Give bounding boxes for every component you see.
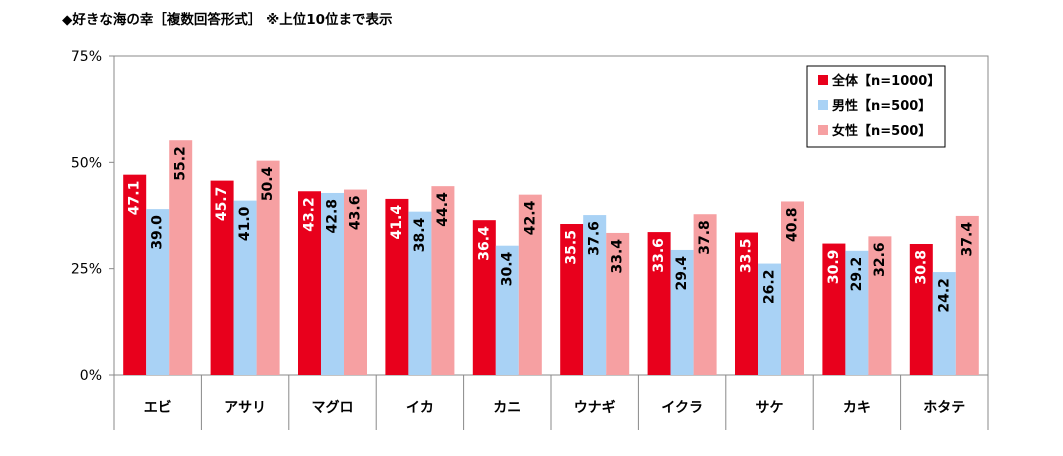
bar	[256, 160, 280, 375]
bar	[169, 140, 193, 375]
bar	[298, 191, 321, 375]
data-label: 33.5	[739, 239, 755, 274]
bar	[758, 263, 781, 375]
bar	[518, 194, 542, 375]
y-axis: 0% 25% 50% 75%	[71, 49, 114, 384]
legend-label: 男性【n=500】	[832, 98, 931, 114]
bar	[932, 272, 956, 375]
data-label: 36.4	[476, 226, 492, 261]
bar	[735, 232, 758, 375]
data-label: 47.1	[127, 181, 143, 216]
data-label: 42.4	[522, 200, 538, 235]
category-label: アサリ	[224, 400, 266, 416]
bar	[693, 214, 717, 375]
legend-label: 女性【n=500】	[832, 123, 931, 139]
data-label: 32.6	[872, 242, 888, 277]
data-label: 41.4	[389, 205, 405, 240]
data-label: 29.2	[849, 257, 865, 292]
y-tick-label: 0%	[80, 368, 102, 384]
bar	[210, 180, 234, 375]
chart-title: ◆好きな海の幸［複数回答形式］ ※上位10位まで表示	[62, 12, 393, 28]
data-label: 38.4	[412, 217, 428, 252]
data-label: 33.6	[651, 238, 667, 273]
bar	[845, 250, 869, 375]
data-label: 30.9	[826, 250, 842, 285]
data-label: 43.2	[302, 197, 318, 232]
bar	[233, 200, 257, 375]
data-label: 44.4	[435, 192, 451, 227]
bars	[123, 140, 979, 375]
category-label: ウナギ	[574, 399, 616, 416]
data-label: 30.8	[913, 250, 929, 285]
category-label: イクラ	[661, 400, 703, 416]
y-tick-label: 25%	[71, 262, 102, 278]
legend-swatch	[818, 125, 828, 135]
data-label: 37.4	[959, 222, 975, 257]
bar	[408, 211, 432, 375]
bar	[670, 249, 694, 375]
legend: 全体【n=1000】男性【n=500】女性【n=500】	[806, 65, 946, 148]
data-labels: 47.1 39.0 55.2 45.7 41.0 50.4 43.2 42.8 43.6 41.4…	[127, 146, 976, 312]
bar	[123, 174, 147, 375]
legend-label: 全体【n=1000】	[831, 73, 940, 89]
category-label: カキ	[843, 400, 871, 416]
bar	[781, 201, 804, 375]
x-axis: エビ アサリ マグロ イカ カニ ウナギ イクラ サケ カキ ホタテ	[113, 375, 989, 430]
data-label: 33.4	[610, 239, 626, 274]
category-label: イカ	[406, 400, 434, 416]
bar	[647, 232, 671, 375]
data-label: 24.2	[936, 278, 952, 313]
data-label: 30.4	[499, 251, 515, 286]
bar	[560, 224, 584, 375]
bar	[431, 186, 455, 375]
bar	[495, 245, 519, 375]
bar	[146, 209, 170, 375]
data-label: 26.2	[762, 270, 778, 305]
category-label: マグロ	[312, 399, 354, 416]
bar	[472, 220, 496, 375]
bar	[606, 232, 630, 375]
bar	[321, 192, 344, 375]
bar	[344, 189, 367, 375]
y-tick-label: 50%	[71, 155, 102, 171]
data-label: 55.2	[173, 146, 189, 181]
bar	[822, 243, 846, 375]
data-label: 35.5	[564, 230, 580, 265]
category-label: カニ	[493, 400, 521, 416]
legend-swatch	[818, 100, 828, 110]
category-label: サケ	[756, 400, 784, 416]
bar	[909, 243, 933, 375]
category-label: エビ	[144, 400, 172, 416]
data-label: 42.8	[325, 199, 341, 234]
data-label: 37.6	[587, 221, 603, 256]
data-label: 29.4	[674, 256, 690, 291]
legend-box	[806, 65, 946, 148]
legend-swatch	[818, 75, 828, 85]
bar	[583, 215, 607, 375]
category-label: ホタテ	[923, 400, 965, 416]
y-tick-label: 75%	[71, 49, 102, 65]
bar	[385, 198, 409, 375]
data-label: 41.0	[237, 206, 253, 241]
data-label: 37.8	[697, 220, 713, 255]
data-label: 50.4	[260, 166, 276, 201]
data-label: 39.0	[150, 215, 166, 250]
bar	[868, 236, 892, 375]
bar	[955, 215, 979, 375]
data-label: 45.7	[214, 187, 230, 222]
data-label: 43.6	[348, 196, 364, 231]
data-label: 40.8	[785, 207, 801, 242]
